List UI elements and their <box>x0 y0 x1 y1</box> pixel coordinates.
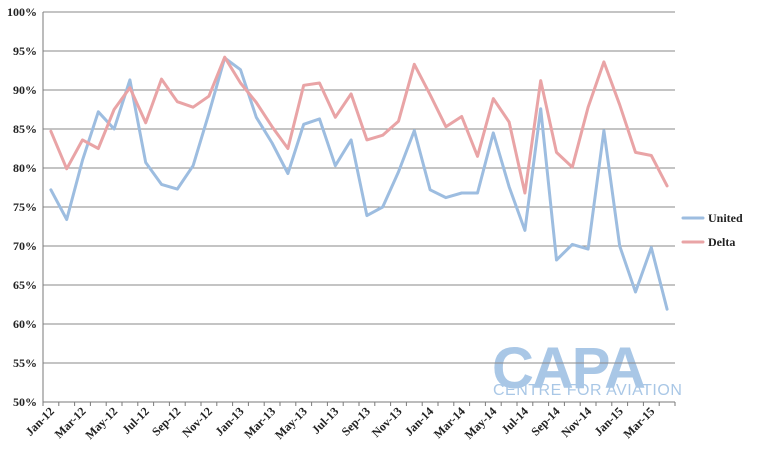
x-tick-label: Nov-13 <box>369 404 405 440</box>
x-tick-label: May-12 <box>83 404 121 442</box>
x-tick-label: Jan-13 <box>212 404 246 438</box>
y-tick-label: 75% <box>13 200 37 214</box>
x-tick-label: Sep-14 <box>528 404 562 438</box>
x-tick-label: Nov-14 <box>558 404 594 440</box>
series-line-delta <box>49 55 669 195</box>
x-tick-label: Sep-12 <box>149 404 183 438</box>
gridlines <box>43 11 675 364</box>
y-tick-label: 60% <box>13 317 37 331</box>
x-tick-label: Mar-12 <box>52 404 89 441</box>
capa-watermark: CAPA CENTRE FOR AVIATION <box>492 336 682 401</box>
x-tick-label: Jul-14 <box>498 404 531 437</box>
x-tick-label: Jul-12 <box>119 404 152 437</box>
y-tick-label: 95% <box>13 44 37 58</box>
legend-label-united: United <box>708 211 743 225</box>
x-tick-label: Jan-15 <box>591 404 625 438</box>
y-tick-label: 55% <box>13 356 37 370</box>
x-tick-label: Jan-12 <box>23 404 57 438</box>
x-tick-label: Sep-13 <box>339 404 373 438</box>
x-tick-label: Jul-13 <box>309 404 342 437</box>
watermark-main: CAPA <box>492 336 645 401</box>
x-tick-label: May-13 <box>272 404 310 442</box>
x-tick-label: Nov-12 <box>179 404 215 440</box>
x-tick-label: Mar-15 <box>621 404 658 441</box>
legend: United Delta <box>681 211 743 249</box>
y-tick-label: 100% <box>7 5 37 19</box>
legend-label-delta: Delta <box>708 235 735 249</box>
y-tick-label: 80% <box>13 161 37 175</box>
y-tick-label: 65% <box>13 278 37 292</box>
x-tick-label: May-14 <box>462 404 500 442</box>
watermark-sub: CENTRE FOR AVIATION <box>493 382 682 399</box>
x-tick-label: Jan-14 <box>402 404 436 438</box>
series-lines <box>49 55 669 311</box>
series-line-united <box>49 56 669 311</box>
x-tick-label: Mar-13 <box>241 404 278 441</box>
y-tick-label: 70% <box>13 239 37 253</box>
y-tick-label: 85% <box>13 122 37 136</box>
x-tick-label: Mar-14 <box>431 404 468 441</box>
y-tick-label: 50% <box>13 395 37 409</box>
y-tick-label: 90% <box>13 83 37 97</box>
